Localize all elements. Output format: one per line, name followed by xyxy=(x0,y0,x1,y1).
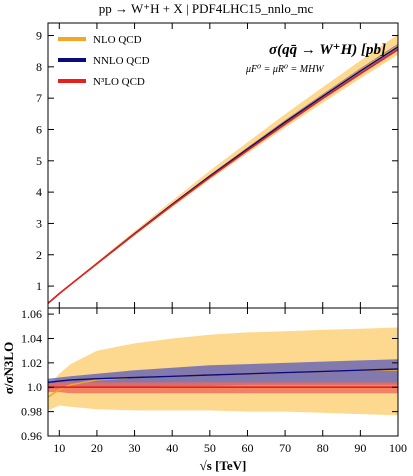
bottom-band-1 xyxy=(48,359,398,389)
bottom-xtick-label-5: 60 xyxy=(241,441,253,455)
bottom-ytick-label-5: 1.06 xyxy=(21,307,42,321)
bottom-xtick-label-8: 90 xyxy=(354,441,366,455)
bottom-xtick-label-9: 100 xyxy=(389,441,407,455)
legend-label-2: N³LO QCD xyxy=(93,76,145,88)
top-ytick-label-4: 5 xyxy=(36,154,42,168)
bottom-ytick-label-3: 1.02 xyxy=(21,356,42,370)
chart-title: pp → W⁺H + X | PDF4LHC15_nnlo_mc xyxy=(99,1,314,16)
legend-label-0: NLO QCD xyxy=(93,34,142,46)
bottom-bands xyxy=(48,327,398,416)
bottom-xtick-label-2: 30 xyxy=(129,441,141,455)
bottom-xtick-label-7: 80 xyxy=(317,441,329,455)
bottom-xtick-label-1: 20 xyxy=(91,441,103,455)
bottom-panel: 0.96 0.98 1.0 1.02 1.04 1.06 10 20 30 40 50 60 70 80 9… xyxy=(21,307,407,455)
top-ytick-label-6: 7 xyxy=(36,91,42,105)
top-ytick-label-1: 2 xyxy=(36,248,42,262)
x-axis-label: √s [TeV] xyxy=(200,458,247,473)
scale-annotation: μF⁰ = μR⁰ = MHW xyxy=(245,64,325,75)
cross-section-annotation: σ(qq̄ → W⁺H) [pb] xyxy=(269,42,386,58)
bottom-xtick-label-0: 10 xyxy=(53,441,65,455)
top-ticks: 1 2 3 4 5 6 7 8 9 xyxy=(36,23,399,308)
bottom-ytick-label-2: 1.0 xyxy=(27,380,42,394)
y-axis-label-ratio: σ/σN3LO xyxy=(1,342,16,394)
legend-label-1: NNLO QCD xyxy=(93,55,150,67)
bottom-line-1 xyxy=(47,368,399,384)
top-ytick-label-2: 3 xyxy=(36,216,42,230)
bottom-xtick-label-4: 50 xyxy=(204,441,216,455)
bottom-ytick-label-0: 0.96 xyxy=(21,429,42,443)
top-ytick-label-3: 4 xyxy=(36,185,42,199)
top-lines xyxy=(47,44,399,304)
top-ytick-label-0: 1 xyxy=(36,279,42,293)
bottom-ticks: 0.96 0.98 1.0 1.02 1.04 1.06 10 20 30 40 50 60 70 80 9… xyxy=(21,307,407,455)
bottom-xtick-label-6: 70 xyxy=(279,441,291,455)
top-line-2 xyxy=(47,48,399,304)
bottom-xtick-label-3: 40 xyxy=(166,441,178,455)
legend: NLO QCD NNLO QCD N³LO QCD xyxy=(58,34,150,88)
top-ytick-label-8: 9 xyxy=(36,29,42,43)
bottom-frame xyxy=(47,307,399,437)
bottom-lines xyxy=(47,368,399,398)
top-ytick-label-5: 6 xyxy=(36,122,42,136)
bottom-ytick-label-4: 1.04 xyxy=(21,331,42,345)
top-ytick-label-7: 8 xyxy=(36,60,42,74)
bottom-ytick-label-1: 0.98 xyxy=(21,405,42,419)
top-panel: 1 2 3 4 5 6 7 8 9 NLO QCD NNLO QCD N³LO QCD σ(qq̄ … xyxy=(36,22,399,309)
